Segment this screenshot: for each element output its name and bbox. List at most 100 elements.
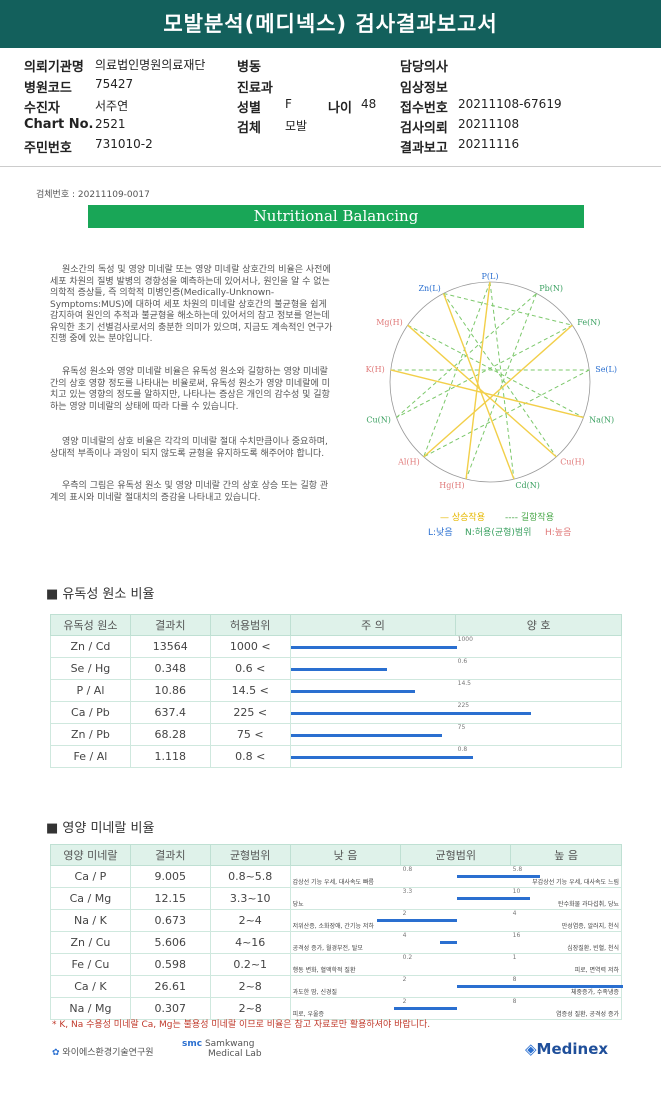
wheel-node-label: Al(H) — [397, 457, 420, 466]
nutri-high-note: 만성염증, 알러지, 천식 — [561, 923, 619, 930]
nutri-bar-cell: 과도한 땀, 신경질 체중증가, 수족냉증 2 8 — [289, 975, 623, 998]
nutri-section-title: ■ 영양 미네랄 비율 — [46, 821, 155, 836]
nutri-low-ref: 3.3 — [402, 888, 413, 895]
wheel-node-label: Pb(N) — [539, 284, 563, 293]
paragraph-2: 유독성 원소와 영양 미네랄 비율은 유독성 원소와 길항하는 영양 미네랄 간… — [50, 367, 330, 412]
nutri-low-ref: 2 — [402, 998, 407, 1005]
nutri-low-ref: 0.8 — [402, 866, 413, 873]
toxic-bar — [290, 690, 416, 693]
nutri-bar-cell: 갑상선 기능 우세, 대사속도 빠름 부갑상선 기능 우세, 대사속도 느림 0.8… — [289, 865, 623, 888]
nutri-value: 0.673 — [129, 909, 211, 932]
toxic-value: 13564 — [129, 635, 211, 658]
nutri-range: 4~16 — [209, 931, 291, 954]
toxic-name: Ca / Pb — [50, 701, 131, 724]
nutri-name: Ca / K — [50, 975, 131, 998]
nutri-name: Fe / Cu — [50, 953, 131, 976]
nutri-high-ref: 1 — [512, 954, 517, 961]
nutri-high-note: 심장질환, 빈혈, 천식 — [567, 945, 619, 952]
nutri-name: Na / K — [50, 909, 131, 932]
nutri-range: 2~4 — [209, 909, 291, 932]
wheel-node-label: Hg(H) — [439, 481, 464, 490]
nutri-bar-cell: 공격성 증가, 월경부전, 탈모 심장질환, 빈혈, 천식 4 16 — [289, 931, 623, 954]
label-chart-no: Chart No. — [24, 117, 94, 132]
toxic-bar-cell: 0.8 — [289, 745, 623, 768]
nutri-low-ref: 2 — [402, 976, 407, 983]
synergy-line — [390, 369, 584, 419]
toxic-value: 637.4 — [129, 701, 211, 724]
label-department: 진료과 — [237, 81, 273, 96]
wheel-circle — [389, 281, 591, 483]
toxic-row: Fe / Al 1.118 0.8 < 0.8 — [50, 745, 623, 768]
toxic-header-range: 허용범위 — [209, 614, 291, 636]
nutri-row: Fe / Cu 0.598 0.2~1 행동 변화, 혈액학적 질환 피로, 면역력 저… — [50, 953, 623, 976]
toxic-row: Se / Hg 0.348 0.6 < 0.6 — [50, 657, 623, 680]
nutri-low-ref: 2 — [402, 910, 407, 917]
toxic-range: 0.8 < — [209, 745, 291, 768]
toxic-row: Zn / Pb 68.28 75 < 75 — [50, 723, 623, 746]
toxic-ref-label: 0.8 — [457, 746, 468, 753]
value-request-date: 20211108 — [458, 117, 520, 131]
smc-logo-icon: smc — [182, 1039, 203, 1049]
value-sex: F — [285, 97, 292, 111]
value-requesting-org: 의료법인명원의료재단 — [95, 58, 206, 72]
paragraph-1: 원소간의 독성 및 영양 미네랄 또는 영양 미네랄 상호간의 비율은 사전에 … — [50, 265, 333, 344]
wheel-node-label: Mg(H) — [376, 318, 403, 327]
nutri-row: Zn / Cu 5.606 4~16 공격성 증가, 월경부전, 탈모 심장질환, 빈혈… — [50, 931, 623, 954]
toxic-value: 0.348 — [129, 657, 211, 680]
label-report-date: 결과보고 — [400, 141, 448, 156]
nutri-range: 2~8 — [209, 975, 291, 998]
nutri-bar-cell: 저위산증, 소화장애, 간기능 저하 만성염증, 알러지, 천식 2 4 — [289, 909, 623, 932]
toxic-bar — [290, 712, 532, 715]
paragraph-3: 영양 미네랄의 상호 비율은 각각의 미네랄 절대 수치만큼이나 중요하며, 상… — [50, 437, 328, 459]
logo-medinex: ◈Medinex — [525, 1040, 608, 1058]
synergy-line — [423, 324, 573, 458]
toxic-range: 1000 < — [209, 635, 291, 658]
value-patient: 서주연 — [95, 99, 129, 113]
nutri-header-value: 결과치 — [129, 844, 211, 866]
antagonism-line — [443, 292, 573, 326]
label-requesting-org: 의뢰기관명 — [24, 60, 84, 75]
toxic-name: Zn / Cd — [50, 635, 131, 658]
toxic-header-good: 양 호 — [455, 614, 622, 636]
antagonism-line — [489, 281, 515, 480]
toxic-name: Zn / Pb — [50, 723, 131, 746]
toxic-bar — [290, 668, 387, 671]
toxic-range: 0.6 < — [209, 657, 291, 680]
toxic-ref-label: 75 — [457, 724, 466, 731]
ys-logo-icon: ✿ — [52, 1048, 60, 1058]
wheel-node-label: Zn(L) — [418, 284, 440, 293]
toxic-value: 68.28 — [129, 723, 211, 746]
logo-ys-institute: ✿ 와이에스환경기술연구원 — [52, 1045, 154, 1058]
toxic-bar-cell: 1000 — [289, 635, 623, 658]
value-receipt-no: 20211108-67619 — [458, 97, 562, 111]
antagonism-line — [407, 324, 584, 418]
nutri-header-balance: 균형범위 — [400, 844, 512, 866]
toxic-value: 10.86 — [129, 679, 211, 702]
toxic-ref-label: 0.6 — [457, 658, 468, 665]
nutri-high-ref: 4 — [512, 910, 517, 917]
label-hospital-code: 병원코드 — [24, 81, 72, 96]
mineral-wheel-diagram: P(L) Pb(N) Fe(N) Se(L) Na(N) Cu(H) Cd(N) Hg(H) A… — [366, 272, 617, 490]
synergy-line — [465, 281, 491, 480]
nutri-row: Ca / P 9.005 0.8~5.8 갑상선 기능 우세, 대사속도 빠름 부갑상선… — [50, 865, 623, 888]
toxic-row: P / Al 10.86 14.5 < 14.5 — [50, 679, 623, 702]
nutri-range: 3.3~10 — [209, 887, 291, 910]
logo-ys-text: 와이에스환경기술연구원 — [62, 1048, 154, 1058]
nutri-low-note: 행동 변화, 혈액학적 질환 — [292, 967, 356, 974]
nutri-low-note: 당뇨 — [292, 901, 304, 908]
wheel-node-label: Cd(N) — [515, 481, 539, 490]
toxic-header-value: 결과치 — [129, 614, 211, 636]
legend-low: L:낮음 — [428, 528, 453, 538]
nutri-high-ref: 8 — [512, 998, 517, 1005]
nutri-high-note: 피로, 면역력 저하 — [574, 967, 619, 974]
synergy-line — [442, 293, 515, 480]
value-hospital-code: 75427 — [95, 77, 134, 91]
nutri-range: 0.8~5.8 — [209, 865, 291, 888]
toxic-bar-cell: 14.5 — [289, 679, 623, 702]
toxic-section-title: ■ 유독성 원소 비율 — [46, 587, 155, 602]
toxic-name: Se / Hg — [50, 657, 131, 680]
toxic-ref-label: 225 — [457, 702, 470, 709]
wheel-node-label: Se(L) — [595, 365, 617, 374]
toxic-row: Ca / Pb 637.4 225 < 225 — [50, 701, 623, 724]
toxic-value: 1.118 — [129, 745, 211, 768]
